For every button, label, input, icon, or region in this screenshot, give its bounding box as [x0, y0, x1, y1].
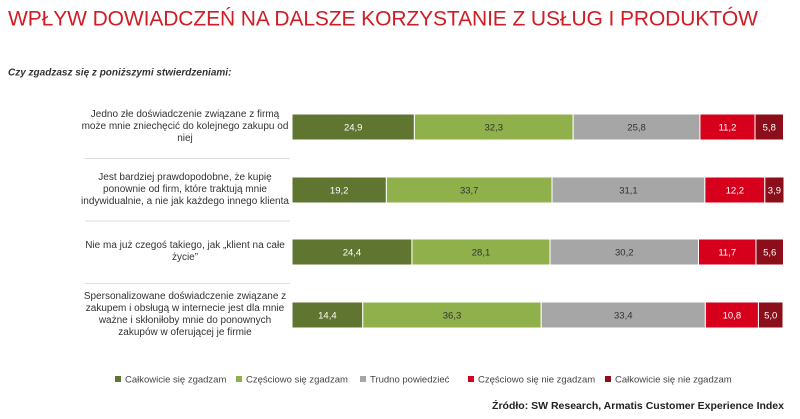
chart-subtitle: Czy zgadzasz się z poniższymi stwierdzen… [8, 68, 231, 79]
source: Źródło: SW Research, Armatis Customer Ex… [492, 399, 784, 412]
category-label: Jest bardziej prawdopodobne, że kupię po… [81, 172, 289, 207]
value-label: 32,3 [485, 123, 504, 134]
bar-segment [540, 301, 706, 329]
value-label: 11,7 [718, 248, 736, 259]
chart-title: WPŁYW DOWIADCZEŃ NA DALSZE KORZYSTANIE Z… [8, 8, 758, 31]
value-label: 36,3 [443, 311, 462, 322]
bar-segment [704, 176, 766, 204]
value-label: 19,2 [330, 186, 349, 197]
value-label: 5,8 [763, 123, 776, 134]
value-label: 12,2 [726, 186, 745, 197]
value-label: 28,1 [472, 248, 491, 259]
bar-segment [757, 301, 784, 329]
value-label: 33,7 [460, 186, 479, 197]
bar-segment [697, 238, 757, 266]
value-label: 10,8 [723, 311, 742, 322]
value-label: 5,0 [764, 311, 777, 322]
value-label: 33,4 [614, 311, 633, 322]
legend-swatch [468, 376, 474, 382]
value-label: 25,8 [627, 123, 646, 134]
category-label: Jedno złe doświadczenie związane z firmą… [81, 109, 289, 144]
legend-label: Całkowicie się nie zgadzam [615, 375, 732, 386]
legend-swatch [236, 376, 242, 382]
value-label: 14,4 [318, 311, 337, 322]
value-label: 24,4 [343, 248, 362, 259]
legend-label: Częściowo się zgadzam [246, 375, 348, 386]
bar-segment [755, 238, 785, 266]
category-label: Spersonalizowane doświadczenie związane … [83, 291, 287, 338]
bar-segment [291, 113, 415, 141]
legend-label: Całkowicie się zgadzam [125, 375, 226, 386]
legend-swatch [605, 376, 611, 382]
value-label: 11,2 [719, 123, 737, 134]
bar-segment [411, 238, 551, 266]
value-label: 3,9 [768, 186, 781, 197]
bar-segment [704, 301, 759, 329]
value-label: 30,2 [615, 248, 634, 259]
bar-segment [413, 113, 574, 141]
category-label: Nie ma już czegoś takiego, jak „klient n… [85, 240, 285, 263]
value-label: 5,6 [763, 248, 776, 259]
value-label: 24,9 [344, 123, 363, 134]
legend-label: Trudno powiedzieć [370, 375, 450, 386]
bar-segment [754, 113, 785, 141]
bar-segment [572, 113, 701, 141]
legend-swatch [360, 376, 366, 382]
legend-label: Częściowo się nie zgadzam [478, 375, 595, 386]
legend-swatch [115, 376, 121, 382]
value-label: 31,1 [619, 186, 638, 197]
bar-segment [764, 176, 785, 204]
